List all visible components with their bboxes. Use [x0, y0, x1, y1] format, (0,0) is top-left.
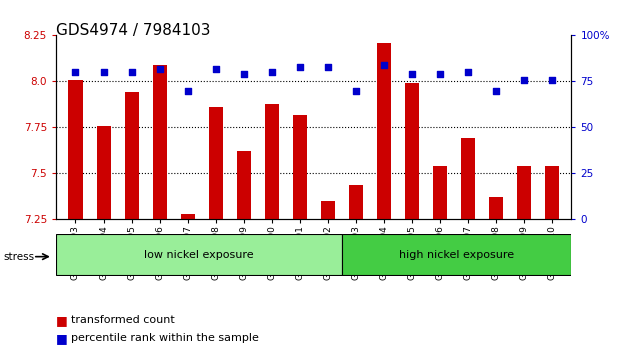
Text: high nickel exposure: high nickel exposure: [399, 250, 514, 260]
Point: [99, 69, 109, 75]
Bar: [125, 92, 138, 219]
Bar: [181, 214, 194, 219]
Text: ■: ■: [56, 332, 68, 344]
Bar: [405, 83, 419, 219]
Bar: [56, 234, 342, 275]
Point: [71, 69, 81, 75]
Text: GDS4974 / 7984103: GDS4974 / 7984103: [56, 23, 211, 38]
Point: [238, 71, 248, 77]
Bar: [545, 166, 559, 219]
Bar: [96, 126, 111, 219]
Point: [323, 64, 333, 69]
Point: [546, 77, 556, 82]
Bar: [292, 115, 307, 219]
Bar: [153, 65, 166, 219]
Bar: [348, 184, 363, 219]
Bar: [342, 234, 571, 275]
Point: [155, 66, 165, 72]
Point: [183, 88, 193, 93]
Point: [463, 69, 473, 75]
Bar: [517, 166, 531, 219]
Bar: [209, 107, 222, 219]
Text: low nickel exposure: low nickel exposure: [144, 250, 254, 260]
Bar: [237, 152, 251, 219]
Bar: [376, 43, 391, 219]
Bar: [265, 103, 279, 219]
Point: [519, 77, 528, 82]
Point: [491, 88, 501, 93]
Bar: [461, 138, 474, 219]
Point: [435, 71, 445, 77]
Text: percentile rank within the sample: percentile rank within the sample: [71, 333, 260, 343]
Point: [351, 88, 361, 93]
Bar: [433, 166, 446, 219]
Point: [266, 69, 276, 75]
Point: [127, 69, 137, 75]
Text: stress: stress: [3, 252, 34, 262]
Point: [407, 71, 417, 77]
Bar: [68, 80, 83, 219]
Text: ■: ■: [56, 314, 68, 327]
Point: [294, 64, 304, 69]
Bar: [489, 198, 502, 219]
Point: [211, 66, 220, 72]
Point: [379, 62, 389, 68]
Bar: [320, 201, 335, 219]
Text: transformed count: transformed count: [71, 315, 175, 325]
